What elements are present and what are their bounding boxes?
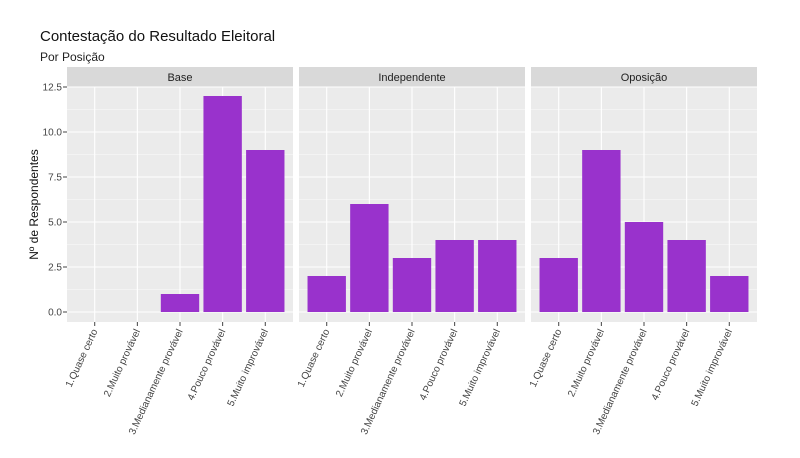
x-tick-label: 4.Pouco provável: [650, 328, 693, 403]
y-tick-label: 12.5: [43, 83, 63, 94]
y-tick-label: 0.0: [48, 308, 62, 319]
facet-strip: [299, 67, 525, 87]
y-tick-label: 7.5: [48, 173, 62, 184]
x-tick-label: 2.Muito provável: [102, 328, 143, 399]
bar: [307, 276, 346, 312]
facet-strip: [67, 67, 293, 87]
facet-strip: [531, 67, 757, 87]
facet-strip-label: Base: [167, 72, 192, 84]
bar: [667, 240, 706, 312]
y-axis-label: Nº de Respondentes: [27, 149, 41, 259]
x-tick-label: 4.Pouco provável: [418, 328, 461, 403]
bar: [710, 276, 749, 312]
bar: [350, 204, 389, 312]
x-tick-label: 5.Muito improvável: [226, 328, 271, 409]
bar: [246, 150, 285, 312]
x-tick-label: 1.Quase certo: [528, 327, 565, 389]
x-tick-label: 2.Muito provável: [566, 328, 607, 399]
chart-title: Contestação do Resultado Eleitoral: [40, 28, 276, 45]
bar: [392, 258, 432, 312]
bar: [160, 294, 200, 312]
x-tick-label: 2.Muito provável: [334, 328, 375, 399]
facet-strip-label: Independente: [378, 72, 445, 84]
bar: [435, 240, 474, 312]
x-tick-label: 5.Muito improvável: [690, 328, 735, 409]
x-tick-label: 4.Pouco provável: [186, 328, 229, 403]
bar: [203, 96, 242, 312]
bar: [624, 222, 664, 312]
y-tick-label: 5.0: [48, 218, 62, 229]
x-tick-label: 1.Quase certo: [296, 327, 333, 389]
chart-subtitle: Por Posição: [40, 50, 105, 64]
y-tick-label: 10.0: [43, 128, 63, 139]
facet-strip-label: Oposição: [621, 72, 667, 84]
bar: [539, 258, 578, 312]
x-tick-label: 1.Quase certo: [64, 327, 101, 389]
bar: [582, 150, 621, 312]
y-tick-label: 2.5: [48, 263, 62, 274]
x-tick-label: 5.Muito improvável: [458, 328, 503, 409]
bar: [478, 240, 517, 312]
